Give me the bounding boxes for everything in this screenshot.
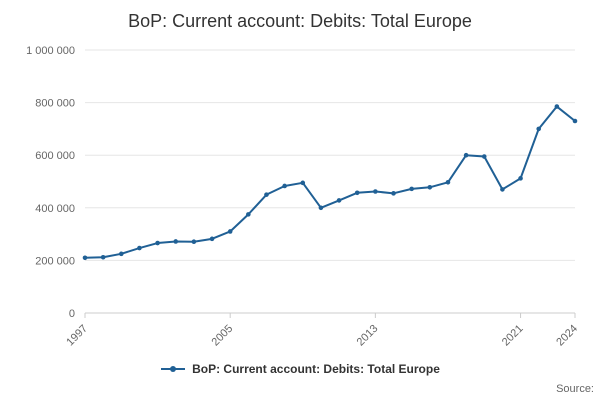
data-point-marker[interactable] (536, 126, 542, 132)
data-point-marker[interactable] (500, 187, 505, 192)
y-axis-tick-label: 800 000 (35, 98, 75, 110)
line-chart-plot: 0 200 000 400 000 600 000 800 000 1 000 000 19… (26, 45, 580, 349)
data-point-marker[interactable] (409, 186, 414, 192)
data-point-marker[interactable] (100, 254, 106, 260)
data-point-marker[interactable] (373, 189, 378, 194)
data-point-marker[interactable] (427, 184, 433, 190)
y-axis-tick-label: 0 (69, 308, 75, 320)
data-point-marker[interactable] (481, 154, 487, 159)
legend-line-marker-icon (161, 366, 186, 372)
data-point-marker[interactable] (191, 239, 197, 245)
data-point-marker[interactable] (137, 245, 142, 251)
legend-item[interactable]: BoP: Current account: Debits: Total Euro… (160, 362, 440, 376)
data-point-marker[interactable] (118, 251, 124, 257)
legend: BoP: Current account: Debits: Total Euro… (0, 360, 600, 378)
data-point-marker[interactable] (354, 190, 360, 196)
data-point-marker[interactable] (264, 192, 269, 197)
chart-title: BoP: Current account: Debits: Total Euro… (128, 11, 472, 31)
data-point-marker[interactable] (282, 183, 287, 189)
data-point-marker[interactable] (318, 205, 324, 211)
data-point-marker[interactable] (227, 229, 233, 234)
y-axis-tick-label: 600 000 (35, 150, 75, 162)
data-point-marker[interactable] (463, 152, 469, 158)
data-point-marker[interactable] (173, 239, 179, 244)
data-point-marker[interactable] (554, 104, 560, 109)
data-point-marker[interactable] (336, 198, 342, 203)
legend-dot (170, 366, 177, 372)
data-point-marker[interactable] (518, 176, 523, 181)
x-axis-tick-label: 2024 (554, 323, 580, 349)
data-point-marker[interactable] (246, 212, 251, 217)
legend-label: BoP: Current account: Debits: Total Euro… (192, 362, 440, 376)
data-point-marker[interactable] (391, 191, 396, 196)
x-axis-tick-label: 2005 (210, 323, 236, 349)
y-axis-tick-label: 400 000 (35, 203, 75, 215)
x-axis-tick-label: 2021 (500, 323, 526, 349)
data-point-marker[interactable] (572, 118, 578, 124)
data-point-marker[interactable] (82, 255, 88, 261)
data-point-marker[interactable] (300, 180, 306, 186)
data-point-marker[interactable] (445, 179, 451, 185)
y-axis-tick-label: 200 000 (35, 255, 75, 267)
data-point-marker[interactable] (209, 236, 215, 242)
y-axis-tick-label: 1 000 000 (26, 45, 75, 57)
series-line (84, 105, 576, 259)
x-axis-tick-label: 2013 (355, 323, 381, 349)
data-point-marker[interactable] (155, 240, 160, 246)
source-text: Source: (556, 383, 594, 395)
x-axis-tick-label: 1997 (64, 323, 90, 349)
